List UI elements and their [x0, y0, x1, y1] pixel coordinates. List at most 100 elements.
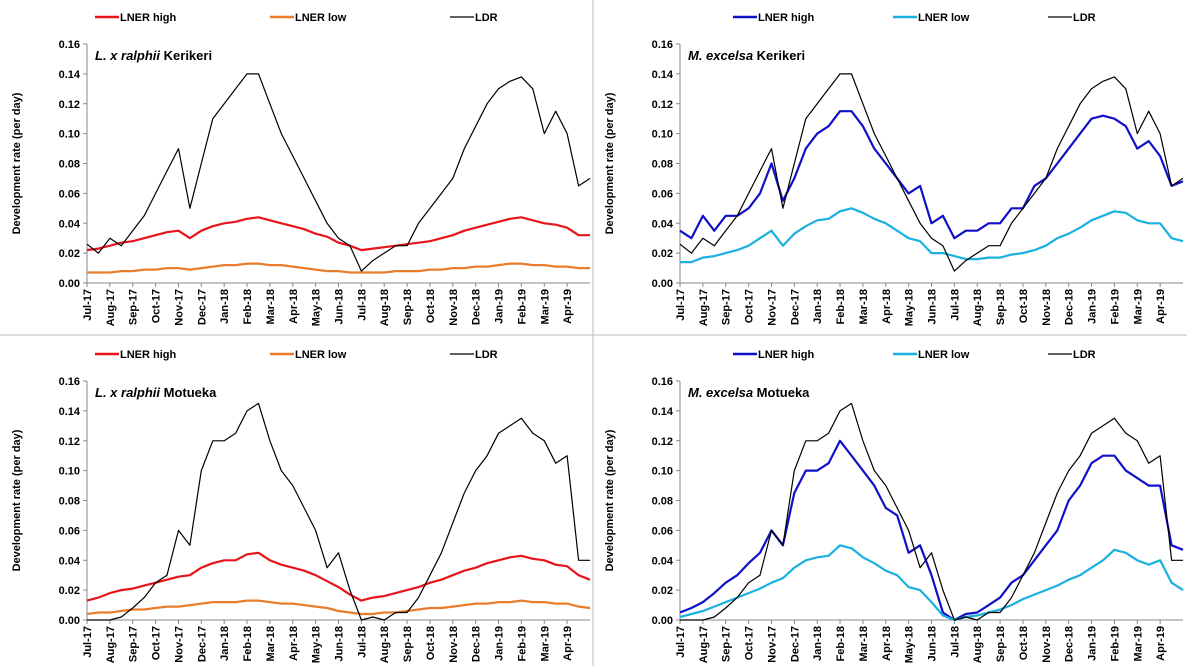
x-tick-label: Jul-18 [356, 289, 368, 321]
chart-panel: 0.00 0.02 0.04 0.06 0.08 0.10 0.12 0.14 0.16 Jul-… [604, 12, 1184, 326]
y-tick-label: 0.04 [59, 218, 81, 230]
x-tick-label: May-18 [904, 289, 916, 326]
x-tick-label: Jul-18 [949, 289, 961, 321]
y-tick-label: 0.12 [652, 436, 673, 448]
y-tick-label: 0.02 [652, 248, 673, 260]
legend-label: LNER high [120, 349, 176, 361]
x-tick-label: Dec-17 [196, 626, 208, 662]
x-tick-label: Jul-18 [356, 626, 368, 658]
x-tick-label: May-18 [311, 289, 323, 326]
y-tick-label: 0.14 [59, 69, 81, 81]
y-tick-label: 0.04 [59, 555, 81, 567]
y-tick-label: 0.06 [652, 188, 673, 200]
y-tick-label: 0.02 [59, 248, 80, 260]
x-tick-label: Dec-18 [1064, 289, 1076, 325]
x-tick-label: Apr-18 [288, 626, 300, 661]
x-tick-label: May-18 [904, 626, 916, 663]
x-tick-label: Jan-18 [219, 626, 231, 661]
x-tick-label: Feb-19 [516, 289, 528, 324]
x-tick-label: Apr-18 [881, 626, 893, 661]
chart-title: L. x ralphii Motueka [95, 385, 217, 400]
legend-label: LDR [475, 12, 498, 24]
x-tick-label: Apr-18 [288, 289, 300, 324]
x-tick-label: Jun-18 [927, 289, 939, 324]
x-tick-label: Feb-19 [1109, 626, 1121, 661]
chart-panel: 0.00 0.02 0.04 0.06 0.08 0.10 0.12 0.14 0.16 Jul-… [11, 349, 591, 663]
x-tick-label: Jun-18 [927, 626, 939, 661]
x-tick-label: Sep-18 [995, 626, 1007, 662]
y-tick-label: 0.08 [59, 496, 80, 508]
title-site: Kerikeri [164, 48, 212, 63]
y-tick-label: 0.06 [59, 188, 80, 200]
y-tick-label: 0.16 [652, 39, 673, 51]
x-tick-label: Feb-19 [516, 626, 528, 661]
legend-label: LDR [1073, 12, 1096, 24]
y-tick-label: 0.08 [59, 159, 80, 171]
x-tick-label: Apr-19 [1155, 289, 1167, 324]
y-axis-label: Development rate (per day) [604, 429, 616, 571]
x-tick-label: Nov-17 [766, 289, 778, 326]
y-tick-label: 0.12 [652, 99, 673, 111]
x-tick-label: Aug-17 [105, 289, 117, 326]
y-tick-label: 0.06 [59, 525, 80, 537]
x-tick-label: Oct-18 [1018, 626, 1030, 660]
x-tick-label: Apr-18 [881, 289, 893, 324]
x-tick-label: Sep-17 [721, 626, 733, 662]
x-tick-label: Dec-17 [196, 289, 208, 325]
x-tick-label: Mar-18 [858, 289, 870, 324]
y-tick-label: 0.08 [652, 159, 673, 171]
series-line [86, 216, 590, 252]
y-tick-label: 0.14 [652, 406, 674, 418]
y-axis-label: Development rate (per day) [11, 92, 23, 234]
x-tick-label: Oct-17 [151, 289, 163, 323]
x-tick-label: Oct-17 [744, 626, 756, 660]
x-tick-label: Apr-19 [562, 289, 574, 324]
y-tick-label: 0.10 [59, 129, 80, 141]
x-tick-label: Feb-18 [242, 626, 254, 661]
chart-title: L. x ralphii Kerikeri [95, 48, 212, 63]
title-species: L. x ralphii [95, 385, 160, 400]
x-tick-label: Jan-18 [812, 289, 824, 324]
legend-label: LNER low [918, 349, 970, 361]
x-tick-label: Oct-18 [1018, 289, 1030, 323]
title-species: M. excelsa [688, 385, 753, 400]
x-tick-label: May-18 [311, 626, 323, 663]
x-tick-label: Nov-18 [448, 289, 460, 326]
x-tick-label: Jan-19 [494, 626, 506, 661]
x-tick-label: Mar-19 [539, 626, 551, 661]
legend-label: LNER high [758, 12, 814, 24]
x-tick-label: Aug-17 [698, 626, 710, 663]
legend-label: LNER low [918, 12, 970, 24]
x-tick-label: Jul-18 [949, 626, 961, 658]
series-line [680, 402, 1183, 621]
title-species: L. x ralphii [95, 48, 160, 63]
y-tick-label: 0.00 [59, 278, 80, 290]
y-tick-label: 0.16 [59, 39, 80, 51]
x-tick-label: Jan-18 [219, 289, 231, 324]
x-tick-label: Oct-17 [744, 289, 756, 323]
chart-title: M. excelsa Kerikeri [688, 48, 805, 63]
x-tick-label: Jan-19 [494, 289, 506, 324]
chart-title: M. excelsa Motueka [688, 385, 810, 400]
y-tick-label: 0.10 [652, 129, 673, 141]
y-tick-label: 0.00 [59, 615, 80, 627]
legend-label: LNER low [295, 349, 347, 361]
x-tick-label: Jul-17 [82, 626, 94, 658]
y-tick-label: 0.06 [652, 525, 673, 537]
x-tick-label: Feb-19 [1109, 289, 1121, 324]
series-line [86, 551, 591, 602]
x-tick-label: Sep-17 [128, 289, 140, 325]
x-tick-label: Jan-19 [1087, 289, 1099, 324]
x-tick-label: Mar-19 [1132, 289, 1144, 324]
series-line [679, 544, 1184, 622]
x-tick-label: Sep-18 [995, 289, 1007, 325]
x-tick-label: Feb-18 [835, 626, 847, 661]
x-tick-label: Dec-17 [789, 289, 801, 325]
y-tick-label: 0.08 [652, 496, 673, 508]
y-tick-label: 0.14 [652, 69, 674, 81]
x-tick-label: Jul-17 [82, 289, 94, 321]
y-tick-label: 0.10 [652, 466, 673, 478]
x-tick-label: Oct-17 [151, 626, 163, 660]
y-tick-label: 0.12 [59, 436, 80, 448]
